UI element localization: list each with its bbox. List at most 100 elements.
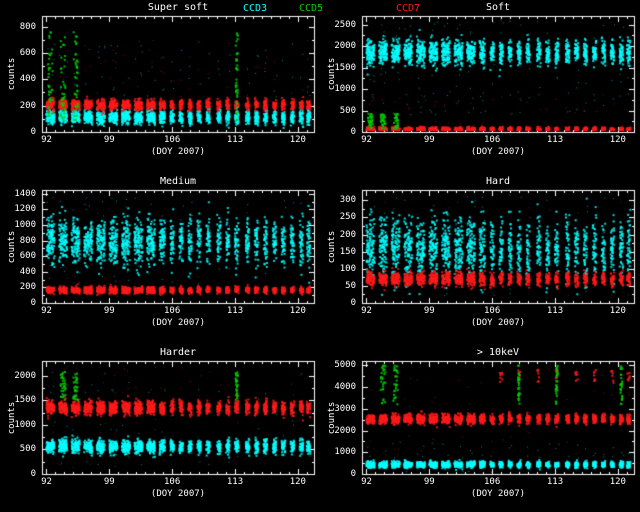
y-tick-label: 5000 <box>334 360 356 371</box>
legend-ccd7-label: CCD7 <box>396 3 421 14</box>
x-tick-label: 120 <box>289 135 306 145</box>
y-tick-label: 300 <box>339 195 356 206</box>
y-tick-label: 1000 <box>334 447 356 458</box>
x-tick-label: 92 <box>361 306 372 316</box>
panel-hard: Hard 0 50 100 150 200 250 300 92 99 106 113 120 (DOY … <box>320 170 640 341</box>
legend-ccd5-label: CCD5 <box>299 3 324 14</box>
panel-title: Super soft <box>147 2 209 13</box>
y-tick-label: 2000 <box>334 41 356 52</box>
panel-10kev: > 10keV 0 1000 2000 3000 4000 5000 92 99 106 113 12… <box>320 341 640 512</box>
x-tick-label: 120 <box>289 477 306 487</box>
x-tick-label: 92 <box>41 306 52 316</box>
y-tick-label: 1000 <box>334 84 356 95</box>
y-tick-label: 0 <box>350 469 356 479</box>
x-axis-label: (DOY 2007) <box>150 489 206 499</box>
x-tick-label: 113 <box>546 135 564 145</box>
x-tick-label: 106 <box>484 306 501 316</box>
panel-harder: Harder 0 500 1000 1500 2000 92 99 106 113 120 (DOY … <box>0 341 320 512</box>
panel-title: Medium <box>159 176 197 187</box>
plot-canvas-super-soft <box>0 0 320 170</box>
x-axis-label: (DOY 2007) <box>150 318 206 328</box>
y-tick-label: 1200 <box>14 204 36 215</box>
panel-title: Soft <box>485 2 511 13</box>
y-tick-label: 1000 <box>14 220 36 231</box>
y-tick-label: 200 <box>339 229 356 240</box>
x-tick-label: 92 <box>41 135 52 145</box>
y-axis-label: counts <box>327 57 337 91</box>
panel-title: Harder <box>159 347 197 358</box>
y-tick-label: 0 <box>30 127 36 137</box>
y-axis-label: counts <box>7 230 17 263</box>
x-tick-label: 106 <box>164 477 181 487</box>
y-tick-label: 1400 <box>14 188 36 199</box>
y-axis-label: counts <box>327 401 337 434</box>
y-tick-label: 500 <box>19 444 36 455</box>
plot-canvas-hard <box>320 170 640 341</box>
x-tick-label: 92 <box>361 477 372 487</box>
y-tick-label: 0 <box>30 469 36 479</box>
y-tick-label: 1000 <box>14 419 36 430</box>
y-tick-label: 4000 <box>334 382 356 393</box>
y-tick-label: 400 <box>19 74 36 85</box>
y-tick-label: 3000 <box>334 403 356 414</box>
x-tick-label: 113 <box>226 306 244 316</box>
y-tick-label: 250 <box>339 212 356 223</box>
plot-canvas-harder <box>0 341 320 512</box>
y-tick-label: 2500 <box>334 19 356 30</box>
y-tick-label: 600 <box>19 251 36 262</box>
plot-canvas-medium <box>0 170 320 341</box>
y-tick-label: 0 <box>350 127 356 137</box>
x-tick-label: 106 <box>164 135 181 145</box>
y-tick-label: 50 <box>345 280 356 291</box>
x-tick-label: 106 <box>484 477 501 487</box>
panel-title: Hard <box>485 176 511 187</box>
x-axis-label: (DOY 2007) <box>470 489 526 499</box>
panel-medium: Medium 0 200 400 600 800 1000 1200 1400 92 99 106 11… <box>0 170 320 341</box>
x-tick-label: 120 <box>609 135 626 145</box>
x-tick-label: 113 <box>226 135 244 145</box>
x-tick-label: 120 <box>609 306 626 316</box>
x-tick-label: 99 <box>423 306 435 316</box>
x-tick-label: 92 <box>361 135 372 145</box>
plot-canvas-10kev <box>320 341 640 512</box>
x-tick-label: 113 <box>546 306 564 316</box>
x-tick-label: 99 <box>423 477 435 487</box>
y-tick-label: 0 <box>30 298 36 308</box>
y-axis-label: counts <box>327 230 337 263</box>
panel-super-soft: Super soft 0 200 400 600 800 92 99 106 113 120 (DOY… <box>0 0 320 170</box>
x-axis-label: (DOY 2007) <box>470 147 526 157</box>
x-tick-label: 113 <box>546 477 564 487</box>
y-tick-label: 2000 <box>334 425 356 436</box>
legend-ccd3-label: CCD3 <box>243 3 268 14</box>
x-tick-label: 99 <box>103 477 115 487</box>
y-tick-label: 150 <box>339 246 356 257</box>
plot-canvas-soft <box>320 0 640 170</box>
y-tick-label: 600 <box>19 47 36 58</box>
y-tick-label: 800 <box>19 235 36 246</box>
y-tick-label: 0 <box>350 298 356 308</box>
x-tick-label: 120 <box>289 306 306 316</box>
x-tick-label: 106 <box>164 306 181 316</box>
y-tick-label: 100 <box>339 263 356 274</box>
y-tick-label: 1500 <box>14 395 36 406</box>
y-axis-label: counts <box>7 401 17 434</box>
y-tick-label: 200 <box>19 100 36 111</box>
x-axis-label: (DOY 2007) <box>470 318 526 328</box>
x-tick-label: 99 <box>103 135 115 145</box>
x-tick-label: 99 <box>103 306 115 316</box>
panel-soft: Soft 0 500 1000 1500 2000 2500 92 99 106 113 120 (DO… <box>320 0 640 170</box>
y-tick-label: 200 <box>19 282 36 293</box>
y-tick-label: 500 <box>339 105 356 116</box>
x-tick-label: 106 <box>484 135 501 145</box>
y-tick-label: 400 <box>19 266 36 277</box>
x-tick-label: 99 <box>423 135 435 145</box>
x-axis-label: (DOY 2007) <box>150 147 206 157</box>
x-tick-label: 92 <box>41 477 52 487</box>
x-tick-label: 113 <box>226 477 244 487</box>
y-tick-label: 2000 <box>14 370 36 381</box>
y-tick-label: 1500 <box>334 62 356 73</box>
y-axis-label: counts <box>7 57 17 91</box>
x-tick-label: 120 <box>609 477 626 487</box>
panel-title: > 10keV <box>476 347 520 358</box>
